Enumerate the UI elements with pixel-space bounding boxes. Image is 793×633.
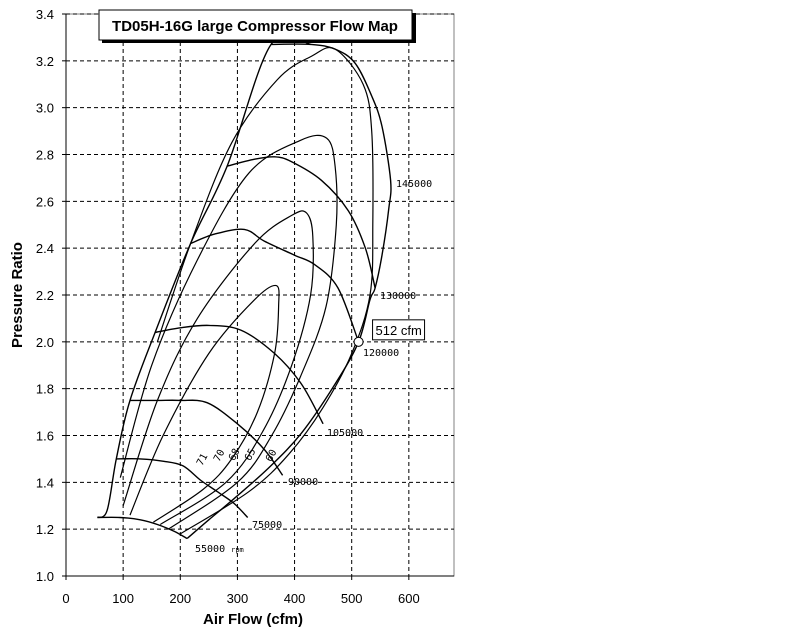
x-tick-label: 300 <box>227 591 249 606</box>
y-tick-label: 2.8 <box>36 148 54 163</box>
efficiency-island-70 <box>122 210 314 526</box>
axes: 0 100 200 300 400 500 600 1.0 1.2 1.4 1.6 1.8 2.0 2.2… <box>36 7 454 606</box>
x-tick-label: 500 <box>341 591 363 606</box>
efficiency-island-68 <box>119 134 338 530</box>
y-tick-label: 3.0 <box>36 101 54 116</box>
y-tick-label: 2.0 <box>36 335 54 350</box>
speed-label: 130000 <box>380 291 416 302</box>
y-tick-label: 3.4 <box>36 7 54 22</box>
x-axis-label: Air Flow (cfm) <box>203 611 303 628</box>
x-tick-label: 0 <box>62 591 69 606</box>
y-tick-label: 1.4 <box>36 475 54 490</box>
efficiency-label: 60 <box>264 448 279 464</box>
rpm-unit: rpm <box>231 546 244 554</box>
speed-line-145000 <box>186 43 392 540</box>
curve-labels: 55000 rpm 75000 90000 105000 120000 130000 145… <box>195 179 432 555</box>
speed-line-105000 <box>154 324 324 425</box>
speed-label: 120000 <box>363 348 399 359</box>
efficiency-label: 68 <box>227 447 242 463</box>
x-tick-label: 600 <box>398 591 420 606</box>
operating-point-marker <box>353 336 364 347</box>
speed-label: 90000 <box>288 477 318 488</box>
map-curves <box>96 34 392 540</box>
x-tick-label: 100 <box>112 591 134 606</box>
speed-line-55000 <box>97 516 188 540</box>
efficiency-island-71 <box>129 284 280 523</box>
y-tick-label: 2.4 <box>36 241 54 256</box>
speed-label: 55000 rpm <box>195 544 244 555</box>
surge-line <box>96 34 312 519</box>
annotation-label: 512 cfm <box>376 323 422 338</box>
speed-label: 145000 <box>396 179 432 190</box>
efficiency-label: 65 <box>243 447 258 463</box>
speed-label: 75000 <box>252 520 282 531</box>
efficiency-island-65 <box>156 46 374 535</box>
speed-line-120000 <box>190 228 360 343</box>
efficiency-label: 71 <box>195 452 210 468</box>
title-frame <box>98 9 413 41</box>
efficiency-label: 70 <box>212 448 227 464</box>
y-tick-label: 3.2 <box>36 54 54 69</box>
annotation-box <box>372 319 426 341</box>
y-tick-label: 1.2 <box>36 522 54 537</box>
x-tick-label: 400 <box>284 591 306 606</box>
speed-line-130000 <box>226 156 376 289</box>
y-tick-label: 1.8 <box>36 382 54 397</box>
title-box: TD05H-16G large Compressor Flow Map <box>98 9 416 43</box>
y-tick-label: 1.0 <box>36 569 54 584</box>
y-tick-label: 1.6 <box>36 429 54 444</box>
y-tick-label: 2.2 <box>36 288 54 303</box>
speed-label: 105000 <box>327 428 363 439</box>
x-tick-label: 200 <box>169 591 191 606</box>
chart-title: TD05H-16G large Compressor Flow Map <box>112 18 398 35</box>
y-axis-label: Pressure Ratio <box>9 242 26 348</box>
y-tick-label: 2.6 <box>36 194 54 209</box>
